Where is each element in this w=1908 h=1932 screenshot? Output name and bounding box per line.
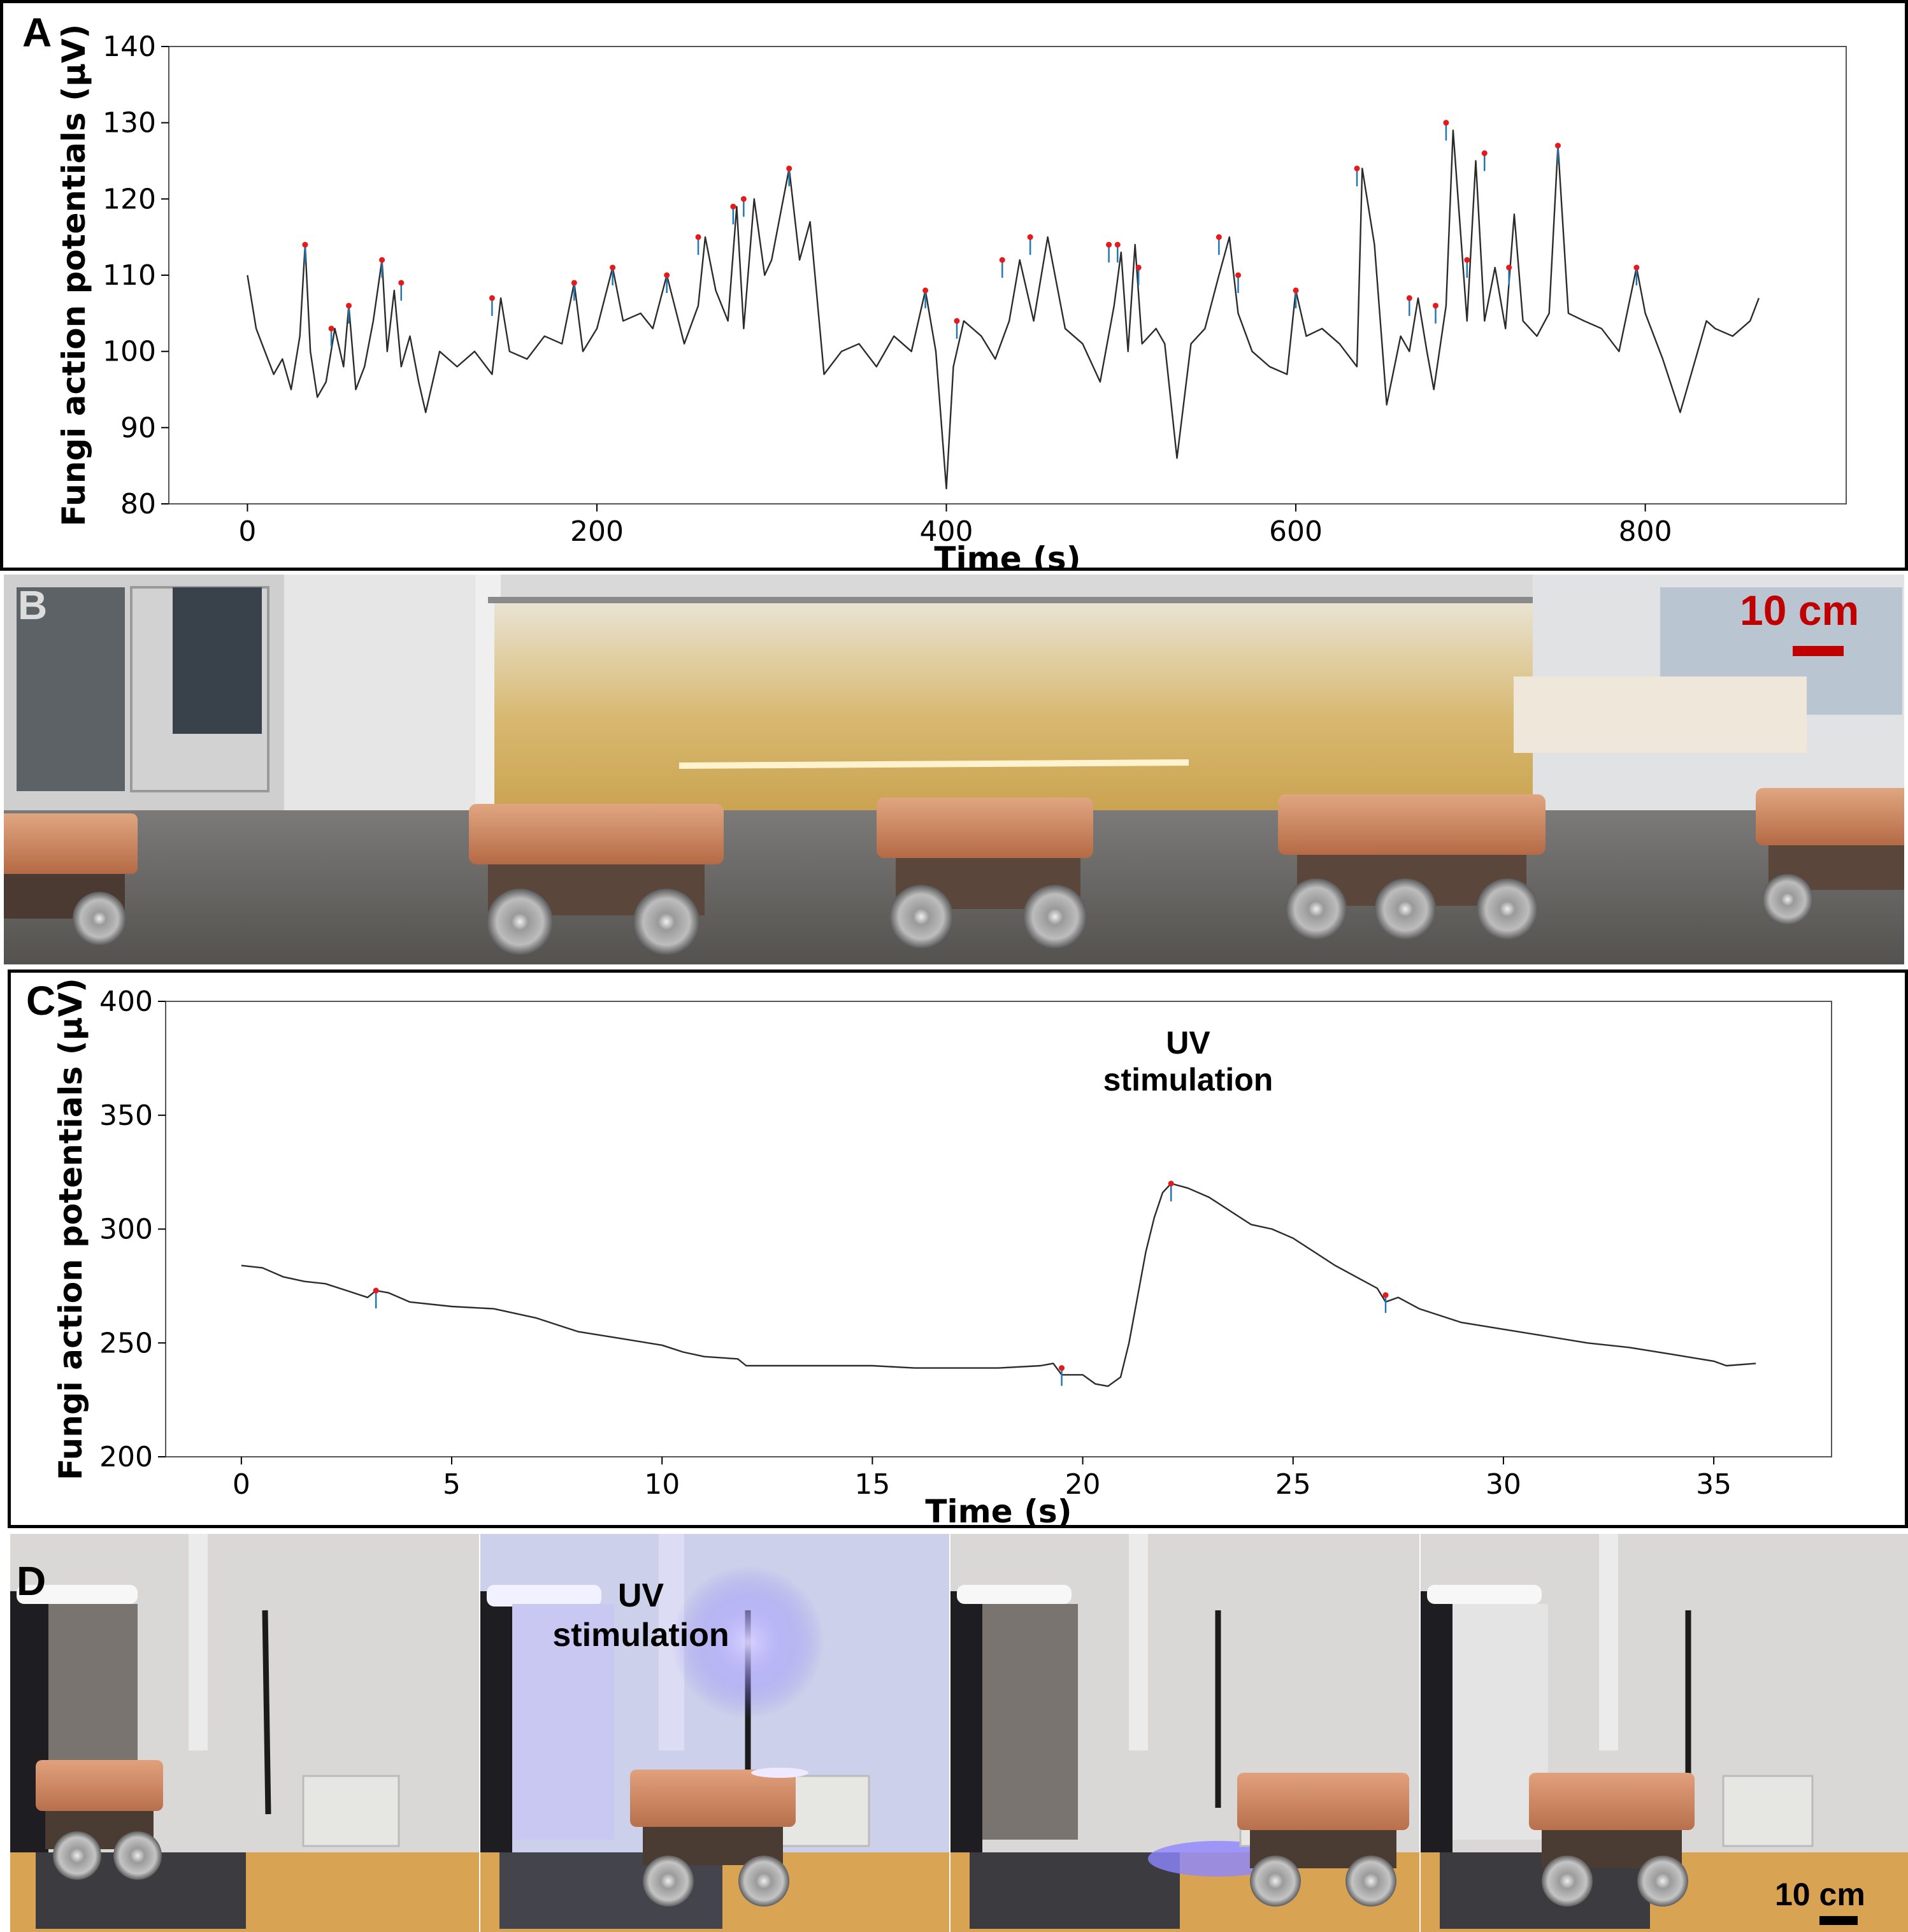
panel-d-annotation-line-2: stimulation <box>552 1617 729 1654</box>
spike-marker <box>379 257 385 263</box>
spike-marker <box>1354 165 1360 171</box>
x-tick-label: 30 <box>1486 1468 1521 1501</box>
signal-trace <box>241 1182 1756 1387</box>
robot-corridor-photo <box>4 575 1904 964</box>
y-tick-label: 300 <box>99 1213 153 1246</box>
x-tick-label: 15 <box>854 1468 890 1501</box>
panel-a-letter: A <box>22 10 52 55</box>
panel-d-letter: D <box>17 1558 47 1604</box>
plot-frame <box>168 46 1847 504</box>
x-tick-label: 5 <box>443 1468 461 1501</box>
spike-marker <box>1481 150 1488 157</box>
y-tick-label: 120 <box>103 183 156 215</box>
x-axis-label: Time (s) <box>934 540 1080 568</box>
x-tick-label: 25 <box>1275 1468 1311 1501</box>
y-tick-label: 80 <box>120 488 156 520</box>
x-tick-label: 400 <box>920 515 973 548</box>
uv-annotation-line: UV <box>1166 1025 1210 1061</box>
x-tick-label: 0 <box>238 515 256 548</box>
chart-c: 0 5 10 15 20 25 30 35 200 250 300 350 400 Time (s) Fun… <box>52 978 1832 1525</box>
panel-c-letter: C <box>26 978 56 1024</box>
spike-marker <box>786 165 793 171</box>
spike-marker <box>1382 1292 1389 1298</box>
panel-d-uv-annotation: UV stimulation <box>513 1576 768 1656</box>
x-tick-label: 35 <box>1696 1468 1732 1501</box>
spike-marker <box>1135 264 1142 271</box>
spike-marker <box>489 295 495 301</box>
signal-trace <box>247 129 1760 490</box>
spike-marker <box>302 241 308 248</box>
x-tick-label: 200 <box>570 515 624 548</box>
spike-marker <box>1027 234 1033 240</box>
x-tick-label: 800 <box>1619 515 1672 548</box>
spike-marker <box>345 303 352 309</box>
y-tick-label: 100 <box>103 336 156 368</box>
x-tick-label: 0 <box>233 1468 250 1501</box>
x-tick-label: 10 <box>644 1468 680 1501</box>
chart-a: 0 200 400 600 800 80 90 100 110 120 130 140 Time (s)… <box>55 24 1847 568</box>
spike-marker <box>571 280 577 286</box>
uv-annotation: UV stimulation <box>1103 1025 1273 1098</box>
spike-marker <box>1443 120 1449 126</box>
spike-marker <box>1406 295 1412 301</box>
panel-d-scale-label: 10 cm <box>1775 1877 1865 1912</box>
plot-frame <box>165 1001 1832 1457</box>
uv-stimulation-photo-sequence <box>10 1534 1908 1932</box>
x-tick-label: 600 <box>1269 515 1323 548</box>
spike-marker <box>695 234 701 240</box>
y-tick-label: 140 <box>103 31 156 63</box>
spike-marker <box>922 287 929 294</box>
spike-marker <box>999 257 1005 263</box>
panel-a: A 0 200 400 600 800 80 90 100 110 120 130 140 Time (… <box>0 0 1908 571</box>
frame-3 <box>950 1534 1419 1932</box>
y-tick-label: 400 <box>99 985 153 1018</box>
spike-marker <box>1432 303 1438 309</box>
panel-b-letter: B <box>18 582 48 628</box>
spike-marker <box>610 264 616 271</box>
frame-2 <box>480 1534 949 1932</box>
uv-annotation-line: stimulation <box>1103 1062 1273 1098</box>
spike-marker <box>1216 234 1222 240</box>
spike-marker <box>954 318 960 324</box>
panel-d-scale-bar <box>1819 1916 1858 1925</box>
spike-marker <box>328 326 334 332</box>
x-tick-label: 20 <box>1065 1468 1101 1501</box>
frame-1 <box>10 1534 479 1932</box>
spike-marker <box>1059 1365 1065 1371</box>
spike-marker <box>1106 241 1112 248</box>
frame-4 <box>1421 1534 1908 1932</box>
panel-c: C 0 5 10 15 20 25 30 35 200 250 300 350 400 Time (s) F… <box>8 970 1908 1528</box>
panel-b: B 10 cm <box>4 575 1904 964</box>
y-tick-label: 110 <box>103 259 156 292</box>
spike-marker <box>373 1287 379 1294</box>
spike-marker <box>1554 143 1561 149</box>
y-axis-label: Fungi action potentials (μV) <box>52 978 89 1480</box>
spike-marker <box>1633 264 1640 271</box>
spike-marker <box>1464 257 1470 263</box>
y-tick-label: 350 <box>99 1099 153 1132</box>
spike-marker <box>730 203 736 210</box>
spike-marker <box>1506 264 1512 271</box>
spike-marker <box>1168 1180 1174 1187</box>
y-tick-label: 130 <box>103 107 156 140</box>
panel-b-scale-bar <box>1793 646 1844 656</box>
spike-marker <box>664 272 670 278</box>
y-axis-label: Fungi action potentials (μV) <box>55 24 92 527</box>
x-axis-label: Time (s) <box>925 1493 1072 1525</box>
spike-marker <box>1114 241 1121 248</box>
y-tick-label: 250 <box>99 1327 153 1359</box>
spike-marker <box>740 196 747 202</box>
panel-b-scale-label: 10 cm <box>1740 587 1860 634</box>
spike-marker <box>1293 287 1299 294</box>
spike-marker <box>1235 272 1242 278</box>
y-tick-label: 90 <box>120 411 156 444</box>
spike-marker <box>398 280 405 286</box>
y-tick-label: 200 <box>99 1441 153 1473</box>
panel-d-annotation-line-1: UV <box>617 1577 664 1614</box>
panel-d: D UV stimulation 10 cm <box>10 1534 1908 1932</box>
